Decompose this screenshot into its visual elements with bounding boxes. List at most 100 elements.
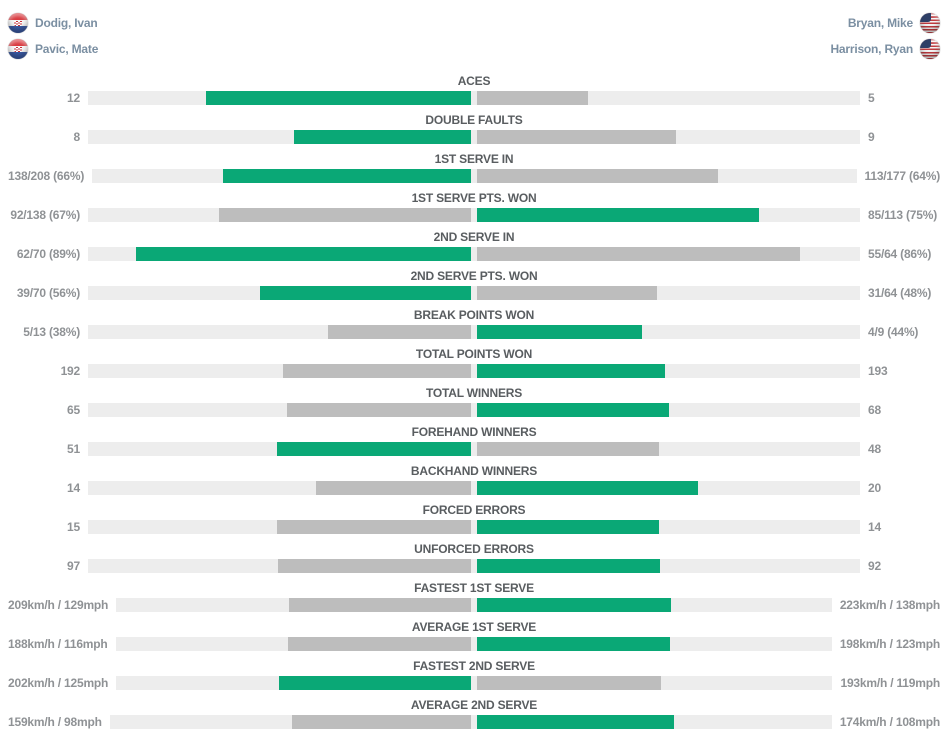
stat-row: 1ST SERVE PTS. WON 92/138 (67%) 85/113 (… <box>8 192 940 222</box>
croatia-flag-icon <box>8 39 28 59</box>
right-bar <box>477 208 759 222</box>
croatia-flag-icon <box>8 13 28 33</box>
left-value: 8 <box>73 130 81 144</box>
usa-flag-icon <box>920 39 940 59</box>
stat-bar-row: 188km/h / 116mph 198km/h / 123mph <box>8 637 940 651</box>
stat-row: 2ND SERVE PTS. WON 39/70 (56%) 31/64 (48… <box>8 270 940 300</box>
stat-row: ACES 12 5 <box>8 75 940 105</box>
match-header: Dodig, Ivan Pavic, Mate Bryan, Mike Harr… <box>8 12 940 70</box>
stat-row: FOREHAND WINNERS 51 48 <box>8 426 940 456</box>
right-bar <box>477 559 660 573</box>
right-value: 193 <box>868 364 888 378</box>
left-bar <box>260 286 471 300</box>
right-value: 198km/h / 123mph <box>839 637 940 651</box>
right-value: 9 <box>868 130 875 144</box>
left-bar <box>288 637 471 651</box>
right-value: 68 <box>868 403 881 417</box>
left-value: 159km/h / 98mph <box>8 715 102 729</box>
stat-title: FORCED ERRORS <box>422 503 526 517</box>
left-bar <box>136 247 471 261</box>
right-bar <box>477 715 674 729</box>
stat-bar-row: 8 9 <box>8 130 940 144</box>
player-row: Bryan, Mike <box>830 12 940 34</box>
stat-title: ACES <box>457 74 491 88</box>
stat-bar-row: 138/208 (66%) 113/177 (64%) <box>8 169 940 183</box>
right-bar <box>477 286 657 300</box>
stat-row: TOTAL WINNERS 65 68 <box>8 387 940 417</box>
right-bar <box>477 637 670 651</box>
match-stats-page: Dodig, Ivan Pavic, Mate Bryan, Mike Harr… <box>8 0 940 729</box>
bar-track <box>88 481 860 495</box>
left-value: 51 <box>67 442 80 456</box>
bar-track <box>115 637 832 651</box>
bar-track <box>88 325 860 339</box>
stat-bar-row: 92/138 (67%) 85/113 (75%) <box>8 208 940 222</box>
stat-row: AVERAGE 2ND SERVE 159km/h / 98mph 174km/… <box>8 699 940 729</box>
right-value: 48 <box>868 442 881 456</box>
left-bar <box>316 481 471 495</box>
stat-bar-row: 12 5 <box>8 91 940 105</box>
stat-bar-row: 192 193 <box>8 364 940 378</box>
left-bar <box>206 91 471 105</box>
stat-title: BREAK POINTS WON <box>413 308 535 322</box>
stats-list: ACES 12 5 DOUBLE FAULTS 8 9 1ST SERVE IN <box>8 75 940 729</box>
left-value: 62/70 (89%) <box>16 247 80 261</box>
bar-track <box>88 520 860 534</box>
right-value: 20 <box>868 481 881 495</box>
left-value: 138/208 (66%) <box>8 169 85 183</box>
bar-track <box>88 403 860 417</box>
stat-title: FOREHAND WINNERS <box>411 425 537 439</box>
stat-title: UNFORCED ERRORS <box>414 542 534 556</box>
left-bar <box>287 403 471 417</box>
bar-track <box>116 598 832 612</box>
bar-track <box>88 559 860 573</box>
left-value: 39/70 (56%) <box>16 286 80 300</box>
stat-bar-row: 97 92 <box>8 559 940 573</box>
bar-track <box>88 442 860 456</box>
left-value: 209km/h / 129mph <box>8 598 109 612</box>
stat-title: 1ST SERVE IN <box>434 152 514 166</box>
stat-bar-row: 15 14 <box>8 520 940 534</box>
right-value: 5 <box>868 91 875 105</box>
left-value: 65 <box>67 403 80 417</box>
player-row: Harrison, Ryan <box>830 38 940 60</box>
player-row: Pavic, Mate <box>8 38 98 60</box>
right-bar <box>477 169 718 183</box>
right-value: 85/113 (75%) <box>868 208 937 222</box>
left-value: 192 <box>60 364 81 378</box>
stat-bar-row: 65 68 <box>8 403 940 417</box>
stat-bar-row: 62/70 (89%) 55/64 (86%) <box>8 247 940 261</box>
stat-title: 2ND SERVE PTS. WON <box>410 269 538 283</box>
left-value: 12 <box>67 91 80 105</box>
stat-row: TOTAL POINTS WON 192 193 <box>8 348 940 378</box>
left-bar <box>289 598 471 612</box>
bar-track <box>88 91 860 105</box>
stat-title: AVERAGE 2ND SERVE <box>410 698 538 712</box>
bar-track <box>88 130 860 144</box>
stat-title: FASTEST 1ST SERVE <box>414 581 534 595</box>
player-name: Bryan, Mike <box>847 16 913 30</box>
team-left: Dodig, Ivan Pavic, Mate <box>8 12 98 60</box>
left-bar <box>277 442 471 456</box>
right-value: 92 <box>868 559 881 573</box>
stat-bar-row: 209km/h / 129mph 223km/h / 138mph <box>8 598 940 612</box>
player-name: Pavic, Mate <box>35 42 99 56</box>
left-value: 202km/h / 125mph <box>8 676 109 690</box>
right-bar <box>477 364 665 378</box>
left-value: 15 <box>67 520 80 534</box>
stat-row: FASTEST 2ND SERVE 202km/h / 125mph 193km… <box>8 660 940 690</box>
stat-row: DOUBLE FAULTS 8 9 <box>8 114 940 144</box>
right-bar <box>477 442 659 456</box>
stat-bar-row: 202km/h / 125mph 193km/h / 119mph <box>8 676 940 690</box>
player-name: Harrison, Ryan <box>830 42 913 56</box>
left-bar <box>278 559 471 573</box>
bar-track <box>88 286 860 300</box>
right-bar <box>477 598 671 612</box>
stat-bar-row: 39/70 (56%) 31/64 (48%) <box>8 286 940 300</box>
bar-track <box>92 169 857 183</box>
left-value: 14 <box>67 481 80 495</box>
player-name: Dodig, Ivan <box>35 16 98 30</box>
stat-row: BACKHAND WINNERS 14 20 <box>8 465 940 495</box>
right-value: 174km/h / 108mph <box>839 715 940 729</box>
stat-row: 1ST SERVE IN 138/208 (66%) 113/177 (64%) <box>8 153 940 183</box>
